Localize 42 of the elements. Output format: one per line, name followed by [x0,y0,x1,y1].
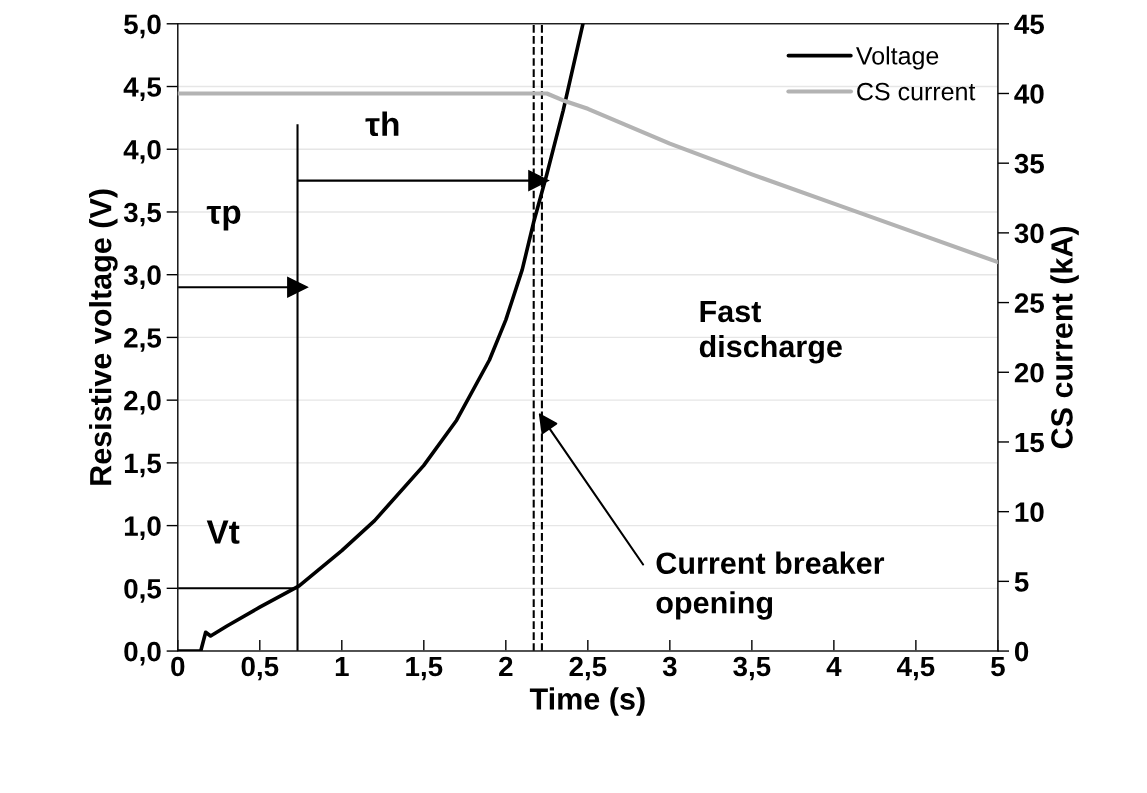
x-tick-label: 0,5 [241,656,279,681]
x-axis-title: Time (s) [529,687,645,716]
y2-tick-label: 15 [1015,432,1044,453]
x-tick-label: 1,5 [406,656,443,681]
y-axis-title: Resistive voltage (V) [89,189,118,485]
x-tick-label: 1 [335,656,349,677]
annotation: τp [206,205,241,231]
annotation: Fast discharge [699,300,842,364]
y-tick-label: 5,0 [124,14,161,39]
y-tick-label: 4,5 [123,77,162,101]
y-tick-label: 1,0 [124,516,161,540]
y-tick-label: 3,5 [123,202,162,227]
annotation: τh [365,111,399,137]
y2-tick-label: 30 [1014,223,1044,244]
y2-tick-label: 45 [1014,14,1044,35]
y-tick-label: 2,0 [124,390,161,415]
y2-tick-label: 5 [1014,572,1029,592]
y2-tick-label: 0 [1014,641,1029,662]
y-tick-label: 1,5 [124,453,162,478]
x-tick-label: 5 [991,656,1005,677]
legend-label: Voltage [856,46,939,70]
x-tick-label: 2 [499,656,513,677]
y2-tick-label: 10 [1015,502,1044,522]
y2-tick-label: 25 [1014,293,1044,313]
y2-tick-label: 35 [1014,153,1044,174]
y-tick-label: 3,0 [123,265,161,290]
y2-tick-label: 40 [1014,84,1044,104]
annotation: Current breaker opening [656,551,885,620]
legend-label: CS current [857,82,976,101]
annotation: Vt [206,520,240,544]
x-tick-label: 2,5 [569,656,607,681]
y2-tick-label: 20 [1014,362,1044,383]
y-tick-label: 0,5 [124,579,162,603]
x-tick-label: 3 [662,656,677,677]
x-tick-label: 3,5 [733,656,771,681]
y-tick-label: 0,0 [124,641,161,666]
y-tick-label: 2,5 [124,328,162,352]
x-tick-label: 4 [826,656,842,677]
x-tick-label: 0 [171,656,185,677]
x-tick-label: 4,5 [896,656,935,681]
y-tick-label: 4,0 [123,139,161,164]
y2-axis-title: CS current (kA) [1050,226,1079,449]
